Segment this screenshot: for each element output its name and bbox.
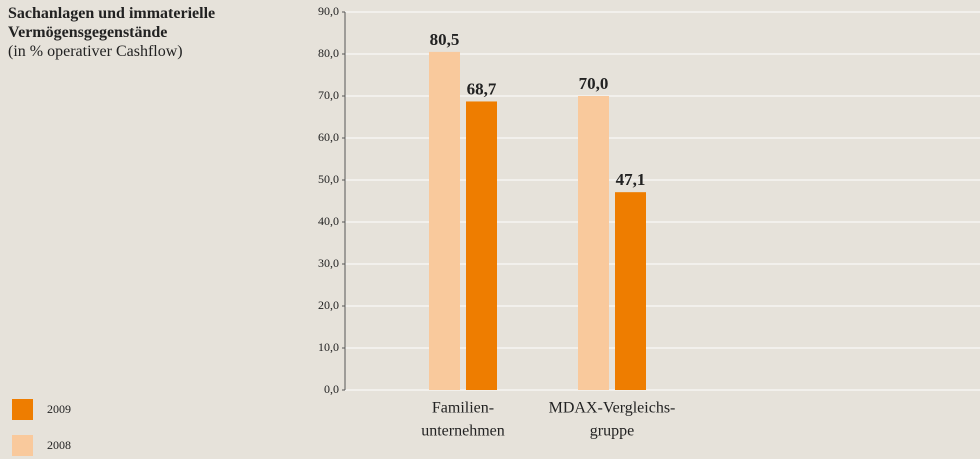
legend-swatch xyxy=(12,399,33,420)
chart-subtitle: (in % operativer Cashflow) xyxy=(8,43,183,60)
y-tick-label: 10,0 xyxy=(318,340,339,354)
y-tick-label: 50,0 xyxy=(318,172,339,186)
x-tick-label: unternehmen xyxy=(421,423,505,440)
y-tick-label: 60,0 xyxy=(318,130,339,144)
chart-title: Sachanlagen und immaterielle Vermögensge… xyxy=(8,5,216,41)
y-tick-label: 70,0 xyxy=(318,88,339,102)
y-tick-label: 90,0 xyxy=(318,4,339,18)
y-tick-label: 80,0 xyxy=(318,46,339,60)
header: Sachanlagen und immaterielle Vermögensge… xyxy=(8,4,238,61)
legend-label: 2008 xyxy=(47,438,71,452)
y-tick-label: 0,0 xyxy=(324,382,339,396)
bar xyxy=(429,51,460,391)
bar xyxy=(615,192,646,390)
x-tick-label: gruppe xyxy=(590,423,634,440)
data-label: 47,1 xyxy=(616,170,646,189)
x-tick-label: Familien- xyxy=(432,400,494,417)
legend-swatch xyxy=(12,435,33,456)
legend-label: 2009 xyxy=(47,402,71,416)
y-tick-label: 30,0 xyxy=(318,256,339,270)
data-label: 80,5 xyxy=(430,30,460,49)
bar xyxy=(578,96,609,390)
data-label: 68,7 xyxy=(467,79,497,98)
y-tick-label: 40,0 xyxy=(318,214,339,228)
x-tick-label: MDAX-Vergleichs- xyxy=(549,400,676,417)
y-tick-label: 20,0 xyxy=(318,298,339,312)
bar xyxy=(466,101,497,391)
data-label: 70,0 xyxy=(579,74,609,93)
